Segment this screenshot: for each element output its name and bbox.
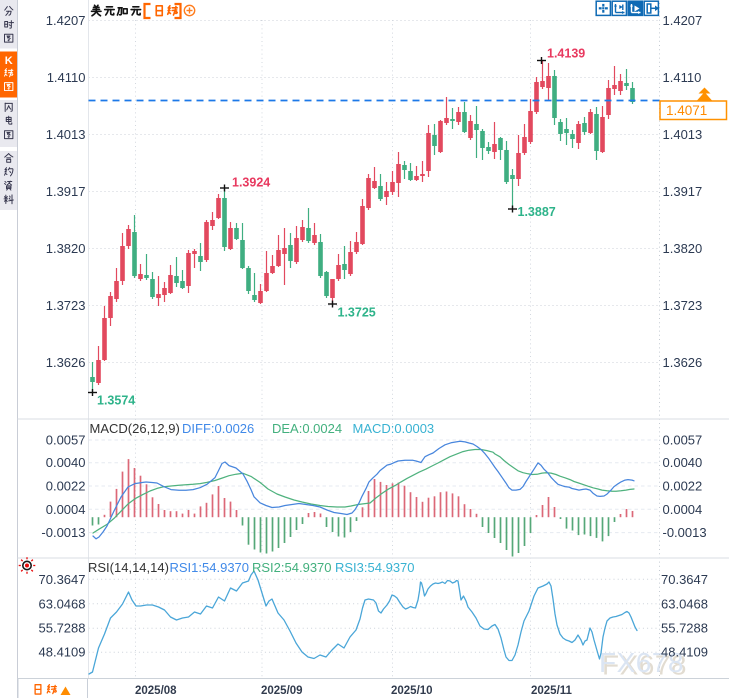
svg-text:48.4109: 48.4109 [661, 645, 708, 660]
svg-text:FX678: FX678 [599, 647, 684, 678]
svg-text:63.0468: 63.0468 [661, 596, 708, 611]
svg-text:1.3820: 1.3820 [46, 241, 86, 256]
svg-text:55.7288: 55.7288 [39, 621, 86, 636]
svg-text:DEA:0.0024: DEA:0.0024 [272, 421, 342, 436]
svg-text:0.0022: 0.0022 [46, 479, 86, 494]
svg-text:1.4207: 1.4207 [46, 13, 86, 28]
svg-text:RSI3:54.9370: RSI3:54.9370 [335, 560, 415, 575]
svg-text:DIFF:0.0026: DIFF:0.0026 [182, 421, 254, 436]
svg-text:0.0004: 0.0004 [46, 502, 86, 517]
svg-text:0.0057: 0.0057 [663, 433, 703, 448]
svg-text:63.0468: 63.0468 [39, 596, 86, 611]
svg-text:1.4110: 1.4110 [47, 70, 86, 85]
svg-text:1.3820: 1.3820 [663, 241, 703, 256]
svg-text:1.3574: 1.3574 [97, 394, 135, 408]
svg-text:2025/10: 2025/10 [391, 685, 433, 697]
svg-text:1.3626: 1.3626 [663, 355, 703, 370]
svg-text:0.0057: 0.0057 [46, 433, 86, 448]
svg-text:1.4139: 1.4139 [547, 47, 585, 61]
svg-text:1.3887: 1.3887 [518, 205, 556, 219]
svg-text:1.4207: 1.4207 [663, 13, 703, 28]
svg-text:1.3723: 1.3723 [663, 298, 703, 313]
svg-text:K: K [5, 55, 13, 67]
svg-text:2025/11: 2025/11 [531, 685, 573, 697]
svg-text:48.4109: 48.4109 [39, 645, 86, 660]
svg-text:0.0040: 0.0040 [46, 455, 86, 470]
svg-text:1.3723: 1.3723 [46, 298, 86, 313]
svg-text:1.3917: 1.3917 [663, 184, 703, 199]
svg-text:1.4110: 1.4110 [663, 70, 702, 85]
svg-text:0.0022: 0.0022 [663, 479, 703, 494]
svg-text:70.3647: 70.3647 [661, 572, 708, 587]
svg-text:1.4013: 1.4013 [663, 127, 703, 142]
svg-text:MACD:0.0003: MACD:0.0003 [353, 421, 435, 436]
svg-text:1.3924: 1.3924 [232, 176, 270, 190]
svg-text:FX678: FX678 [602, 650, 687, 681]
svg-text:1.3725: 1.3725 [338, 306, 376, 320]
svg-text:0.0004: 0.0004 [663, 502, 703, 517]
svg-text:RSI1:54.9370: RSI1:54.9370 [170, 560, 250, 575]
svg-text:-0.0013: -0.0013 [41, 525, 85, 540]
svg-text:70.3647: 70.3647 [39, 572, 86, 587]
svg-text:55.7288: 55.7288 [661, 621, 708, 636]
svg-text:0.0040: 0.0040 [663, 455, 703, 470]
svg-text:MACD(26,12,9): MACD(26,12,9) [90, 421, 180, 436]
svg-text:1.3917: 1.3917 [46, 184, 86, 199]
svg-text:RSI2:54.9370: RSI2:54.9370 [252, 560, 332, 575]
svg-text:2025/09: 2025/09 [261, 685, 303, 697]
svg-text:2025/08: 2025/08 [135, 685, 177, 697]
svg-text:1.3626: 1.3626 [46, 355, 86, 370]
svg-text:1.4013: 1.4013 [46, 127, 86, 142]
svg-text:-0.0013: -0.0013 [663, 525, 707, 540]
svg-text:RSI(14,14,14): RSI(14,14,14) [88, 560, 169, 575]
svg-text:1.4071: 1.4071 [666, 103, 707, 118]
